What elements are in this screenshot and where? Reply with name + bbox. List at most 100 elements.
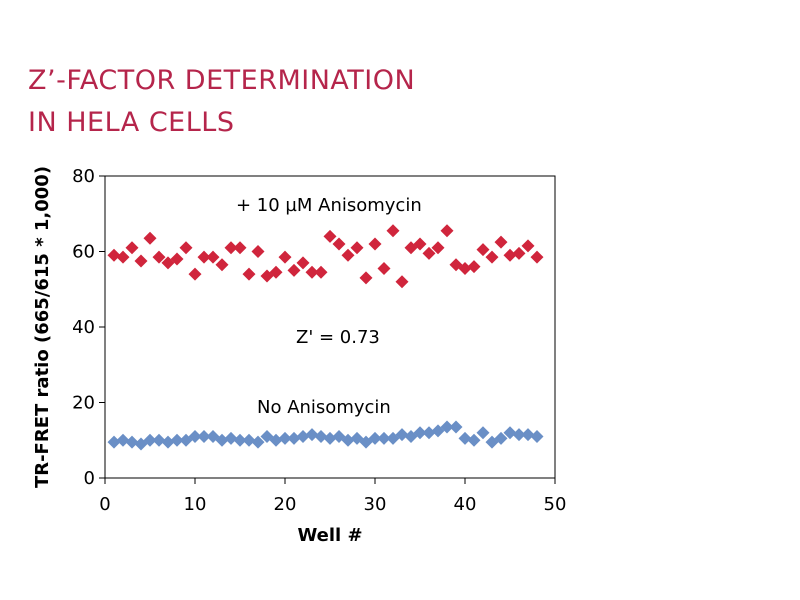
anisomycin-point [503, 248, 517, 262]
no-anisomycin-point [242, 433, 256, 447]
no-anisomycin-point [521, 428, 535, 442]
x-tick-label: 20 [274, 494, 297, 515]
no-anisomycin-point [530, 429, 544, 443]
anisomycin-point [170, 252, 184, 266]
no-anisomycin-point [494, 431, 508, 445]
no-anisomycin-point [287, 431, 301, 445]
anisomycin-point [467, 260, 481, 274]
anisomycin-point [116, 250, 130, 264]
anisomycin-point [107, 248, 121, 262]
anisomycin-point [314, 265, 328, 279]
x-tick-label: 50 [544, 494, 567, 515]
anisomycin-point [476, 243, 490, 257]
x-tick-label: 30 [364, 494, 387, 515]
chart-title-line-1: Z’-FACTOR DETERMINATION [28, 65, 416, 96]
no-anisomycin-point [449, 420, 463, 434]
no-anisomycin-point [323, 431, 337, 445]
anisomycin-point [332, 237, 346, 251]
no-anisomycin-point [296, 429, 310, 443]
anisomycin-point [242, 267, 256, 281]
anisomycin-point [305, 265, 319, 279]
no-anisomycin-point [458, 431, 472, 445]
x-tick-label: 10 [184, 494, 207, 515]
anisomycin-point [215, 258, 229, 272]
anisomycin-point [188, 267, 202, 281]
no-anisomycin-point [305, 428, 319, 442]
anisomycin-point [512, 246, 526, 260]
no-anisomycin-point [161, 435, 175, 449]
y-tick-label: 20 [72, 393, 95, 414]
anisomycin-point [530, 250, 544, 264]
y-tick-label: 0 [84, 468, 95, 489]
no-anisomycin-point [422, 426, 436, 440]
no-anisomycin-point [116, 433, 130, 447]
anisomycin-point [251, 245, 265, 258]
anisomycin-point [233, 241, 247, 255]
y-tick-label: 80 [72, 166, 95, 187]
anisomycin-point [125, 241, 139, 255]
anisomycin-point [179, 241, 193, 255]
anisomycin-point [386, 224, 400, 238]
anisomycin-point [323, 229, 337, 243]
anisomycin-point [359, 271, 373, 285]
anisomycin-point [152, 250, 166, 264]
no-anisomycin-point [107, 435, 121, 449]
anisomycin-point [350, 241, 364, 255]
anisomycin-point [341, 248, 355, 262]
annotation-no-anisomycin: No Anisomycin [257, 397, 391, 418]
anisomycin-point [485, 250, 499, 264]
no-anisomycin-point [278, 431, 292, 445]
no-anisomycin-point [170, 433, 184, 447]
no-anisomycin-point [377, 431, 391, 445]
no-anisomycin-point [503, 426, 517, 440]
no-anisomycin-point [512, 428, 526, 442]
x-axis-label: Well # [297, 525, 362, 546]
no-anisomycin-point [413, 426, 427, 440]
anisomycin-point [413, 237, 427, 251]
no-anisomycin-point [341, 433, 355, 447]
data-points [107, 224, 544, 451]
no-anisomycin-point [251, 435, 265, 449]
no-anisomycin-point [197, 429, 211, 443]
no-anisomycin-point [395, 428, 409, 442]
no-anisomycin-point [224, 431, 238, 445]
anisomycin-point [440, 224, 454, 238]
no-anisomycin-point [152, 433, 166, 447]
anisomycin-point [368, 237, 382, 251]
anisomycin-point [206, 250, 220, 264]
anisomycin-point [134, 254, 148, 268]
anisomycin-point [494, 235, 508, 249]
anisomycin-point [143, 231, 157, 245]
annotation-with-anisomycin: + 10 µM Anisomycin [236, 195, 422, 216]
no-anisomycin-point [143, 433, 157, 447]
anisomycin-point [458, 261, 472, 275]
anisomycin-point [287, 263, 301, 277]
anisomycin-point [422, 246, 436, 260]
no-anisomycin-point [188, 429, 202, 443]
no-anisomycin-point [368, 431, 382, 445]
x-tick-label: 40 [454, 494, 477, 515]
anisomycin-point [296, 256, 310, 270]
no-anisomycin-point [269, 433, 283, 447]
no-anisomycin-point [314, 429, 328, 443]
axis-ticks: 0 10 20 30 40 50 0 20 40 60 80 [72, 166, 566, 515]
annotation-z-factor: Z' = 0.73 [296, 327, 380, 348]
anisomycin-point [278, 250, 292, 264]
anisomycin-point [269, 265, 283, 279]
anisomycin-point [395, 275, 409, 289]
y-tick-label: 60 [72, 242, 95, 263]
no-anisomycin-point [215, 433, 229, 447]
anisomycin-point [224, 241, 238, 255]
no-anisomycin-point [125, 435, 139, 449]
chart-title: Z’-FACTOR DETERMINATION IN HELA CELLS [28, 60, 415, 144]
anisomycin-point [431, 241, 445, 255]
y-tick-label: 40 [72, 317, 95, 338]
anisomycin-point [197, 250, 211, 264]
y-axis-label: TR-FRET ratio (665/615 * 1,000) [32, 166, 53, 488]
anisomycin-point [377, 261, 391, 275]
x-tick-label: 0 [99, 494, 110, 515]
no-anisomycin-point [440, 420, 454, 434]
no-anisomycin-point [467, 433, 481, 447]
no-anisomycin-point [233, 433, 247, 447]
